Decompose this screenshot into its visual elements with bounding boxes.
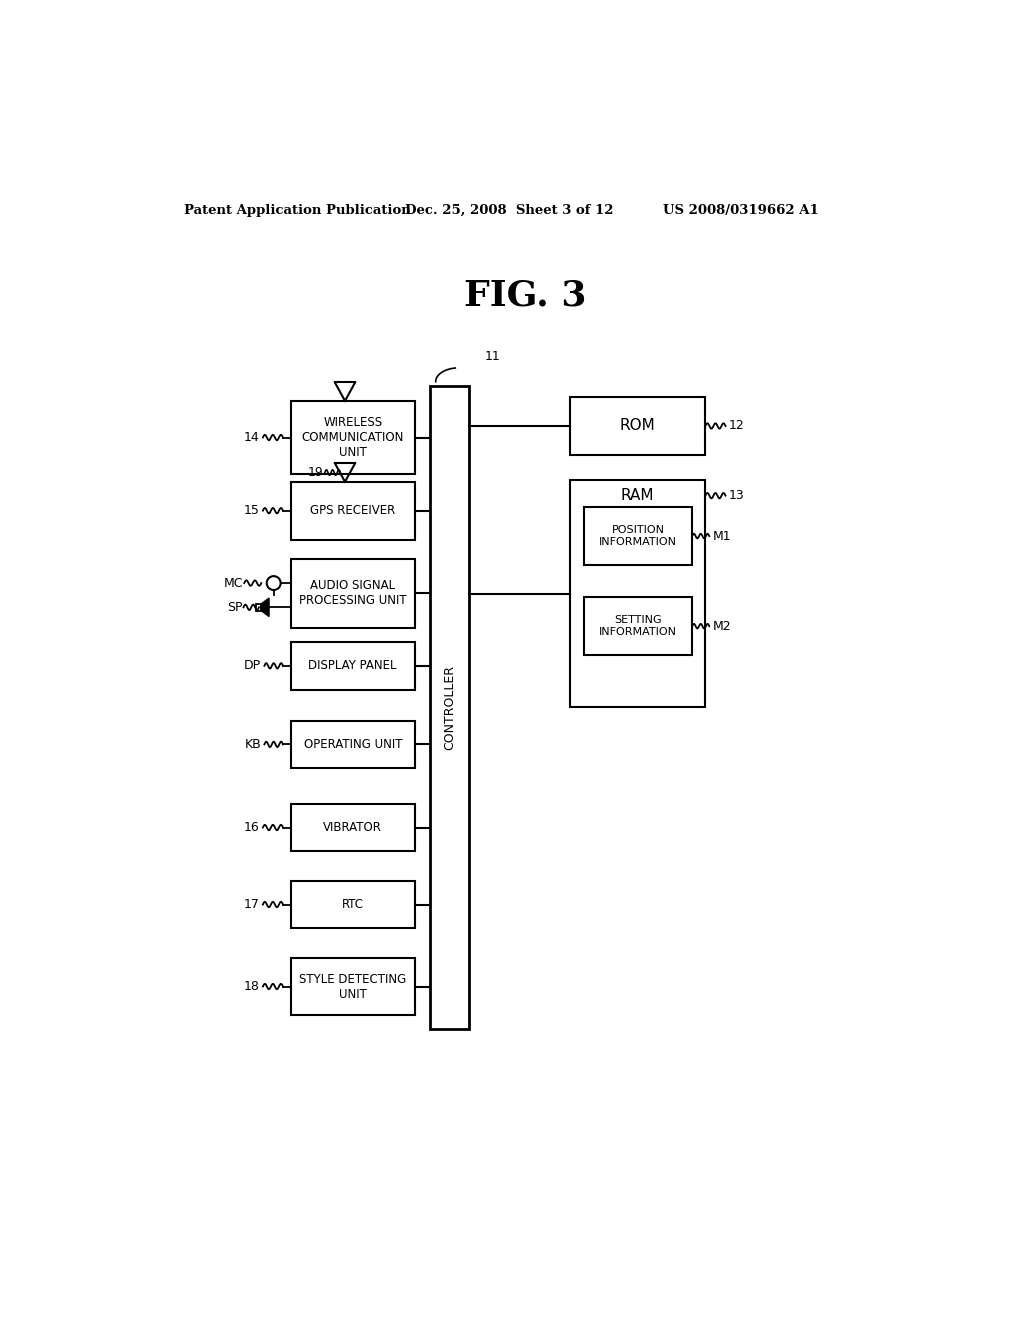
Bar (291, 642, 415, 689)
Polygon shape (261, 598, 269, 616)
Bar (584, 507, 692, 565)
Text: 18: 18 (244, 979, 260, 993)
Text: CONTROLLER: CONTROLLER (443, 664, 456, 750)
Text: FIG. 3: FIG. 3 (464, 279, 586, 313)
Text: M1: M1 (713, 529, 731, 543)
Bar (291, 558, 415, 628)
Text: 17: 17 (244, 898, 260, 911)
Text: RTC: RTC (342, 898, 364, 911)
Text: OPERATING UNIT: OPERATING UNIT (303, 738, 402, 751)
Text: VIBRATOR: VIBRATOR (324, 821, 382, 834)
Text: GPS RECEIVER: GPS RECEIVER (310, 504, 395, 517)
Text: ROM: ROM (620, 418, 655, 433)
Bar (291, 721, 415, 768)
Text: RAM: RAM (621, 488, 654, 503)
Text: 16: 16 (244, 821, 260, 834)
Text: Dec. 25, 2008  Sheet 3 of 12: Dec. 25, 2008 Sheet 3 of 12 (406, 205, 614, 218)
Bar (291, 482, 415, 540)
Text: 14: 14 (244, 432, 260, 444)
Text: US 2008/0319662 A1: US 2008/0319662 A1 (663, 205, 818, 218)
Text: DISPLAY PANEL: DISPLAY PANEL (308, 659, 397, 672)
Text: DP: DP (244, 659, 261, 672)
Text: 11: 11 (484, 350, 501, 363)
Text: M2: M2 (713, 619, 731, 632)
Bar (291, 804, 415, 851)
Text: STYLE DETECTING
UNIT: STYLE DETECTING UNIT (299, 973, 407, 1001)
Text: 12: 12 (729, 420, 744, 433)
Text: WIRELESS
COMMUNICATION
UNIT: WIRELESS COMMUNICATION UNIT (301, 416, 403, 459)
Bar (569, 397, 706, 455)
Text: SP: SP (227, 601, 243, 614)
Bar (569, 480, 706, 708)
Bar (291, 401, 415, 474)
Text: 19: 19 (307, 466, 324, 479)
Text: POSITION
INFORMATION: POSITION INFORMATION (599, 525, 677, 546)
Text: 13: 13 (729, 490, 744, 502)
Text: KB: KB (245, 738, 261, 751)
Text: 15: 15 (244, 504, 260, 517)
Text: MC: MC (224, 577, 244, 590)
Bar (256, 603, 261, 611)
Bar (291, 958, 415, 1015)
Bar (584, 598, 692, 655)
Text: SETTING
INFORMATION: SETTING INFORMATION (599, 615, 677, 638)
Text: Patent Application Publication: Patent Application Publication (183, 205, 411, 218)
Text: AUDIO SIGNAL
PROCESSING UNIT: AUDIO SIGNAL PROCESSING UNIT (299, 579, 407, 607)
Bar (291, 880, 415, 928)
Bar (430, 385, 469, 1028)
